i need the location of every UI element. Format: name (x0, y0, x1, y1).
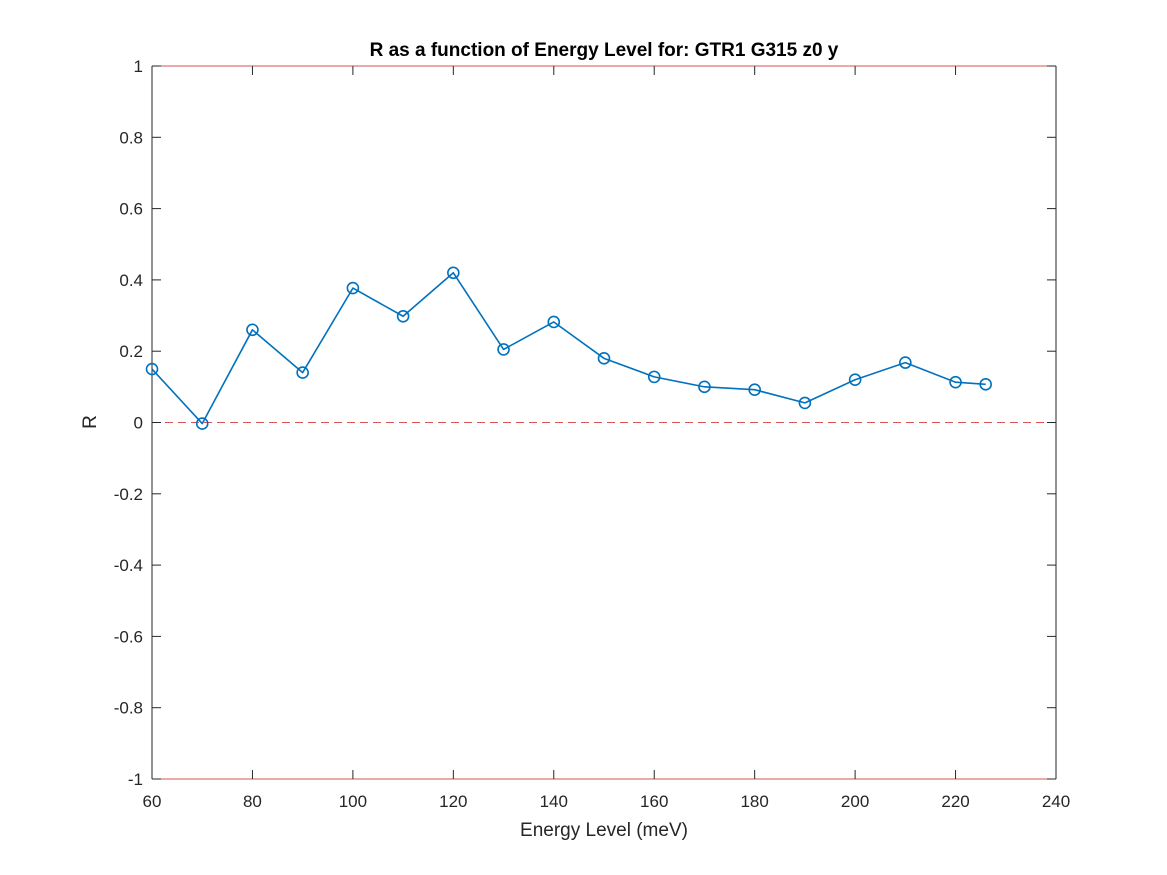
x-tick-label: 200 (841, 792, 869, 811)
x-tick-label: 180 (740, 792, 768, 811)
x-tick-label: 100 (339, 792, 367, 811)
chart-title: R as a function of Energy Level for: GTR… (370, 40, 839, 61)
data-point (597, 352, 611, 365)
y-tick-label: 0.2 (119, 342, 143, 361)
data-point (547, 315, 561, 329)
y-tick-label: -0.2 (114, 485, 143, 504)
x-tick-label: 80 (243, 792, 262, 811)
data-point (798, 396, 812, 410)
data-point (296, 366, 309, 379)
y-tick-label: -0.4 (114, 556, 143, 575)
y-tick-label: 0 (134, 414, 143, 433)
y-axis-label: R (80, 415, 101, 429)
series-line (151, 271, 986, 425)
y-tick-label: 0.4 (119, 271, 143, 290)
x-axis-label: Energy Level (meV) (520, 820, 688, 841)
y-axis-ticks: -1 -0.8 -0.6 -0.4 -0.2 0 0.2 0.4 0.6 0.8 1 (114, 57, 1056, 789)
series-layer (145, 266, 992, 430)
data-point (698, 380, 711, 394)
y-tick-label: -0.8 (114, 699, 143, 718)
x-tick-label: 120 (439, 792, 467, 811)
data-point (497, 343, 510, 356)
data-point (396, 309, 410, 323)
data-point (346, 281, 360, 295)
x-tick-label: 240 (1042, 792, 1070, 811)
data-point (748, 383, 761, 397)
data-point (979, 378, 992, 391)
data-point (447, 266, 460, 280)
data-point (949, 375, 962, 389)
x-tick-label: 160 (640, 792, 668, 811)
y-tick-label: 1 (134, 57, 143, 76)
data-point (145, 362, 159, 376)
y-tick-label: -1 (128, 770, 143, 789)
data-point (195, 417, 209, 430)
data-point (647, 370, 661, 384)
data-point (899, 356, 912, 369)
x-tick-label: 220 (941, 792, 969, 811)
x-axis-ticks: 60 80 100 120 140 160 180 200 220 240 (143, 66, 1070, 811)
y-tick-label: 0.8 (119, 128, 143, 147)
x-tick-label: 60 (143, 792, 162, 811)
data-point (246, 323, 259, 337)
x-tick-label: 140 (540, 792, 568, 811)
data-point (848, 373, 862, 387)
y-tick-label: -0.6 (114, 627, 143, 646)
reference-lines (152, 65, 1056, 780)
y-tick-label: 0.6 (119, 200, 143, 219)
